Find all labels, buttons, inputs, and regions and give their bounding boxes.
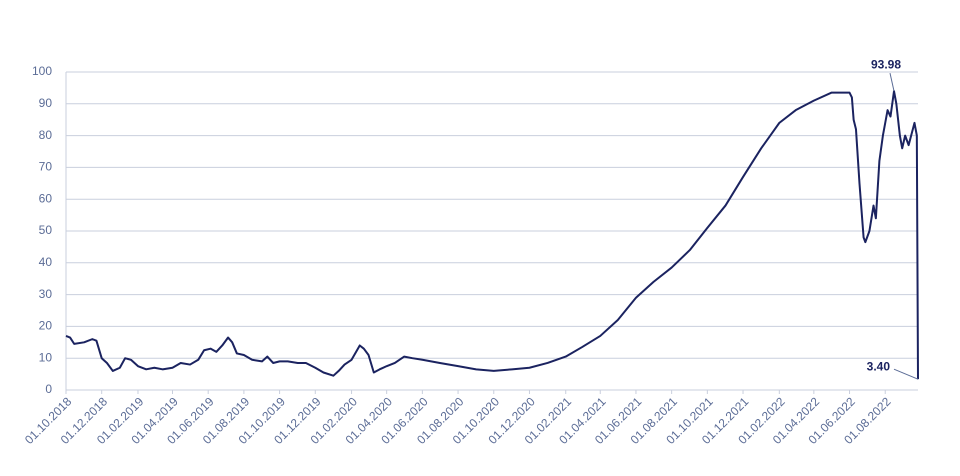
annotation-leader — [889, 73, 895, 92]
y-tick-label: 90 — [39, 96, 53, 110]
y-tick-label: 80 — [39, 128, 53, 142]
annotation-label: 93.98 — [871, 57, 901, 71]
y-tick-label: 100 — [32, 64, 52, 78]
y-tick-label: 20 — [39, 319, 53, 333]
annotation-label: 3.40 — [867, 359, 891, 373]
y-tick-label: 0 — [45, 382, 52, 396]
y-tick-label: 60 — [39, 191, 53, 205]
y-tick-label: 70 — [39, 160, 53, 174]
y-tick-label: 30 — [39, 287, 53, 301]
y-tick-label: 50 — [39, 223, 53, 237]
line-series — [65, 90, 919, 380]
y-tick-label: 10 — [39, 350, 53, 364]
y-tick-label: 40 — [39, 255, 53, 269]
annotation-leader — [893, 368, 919, 380]
